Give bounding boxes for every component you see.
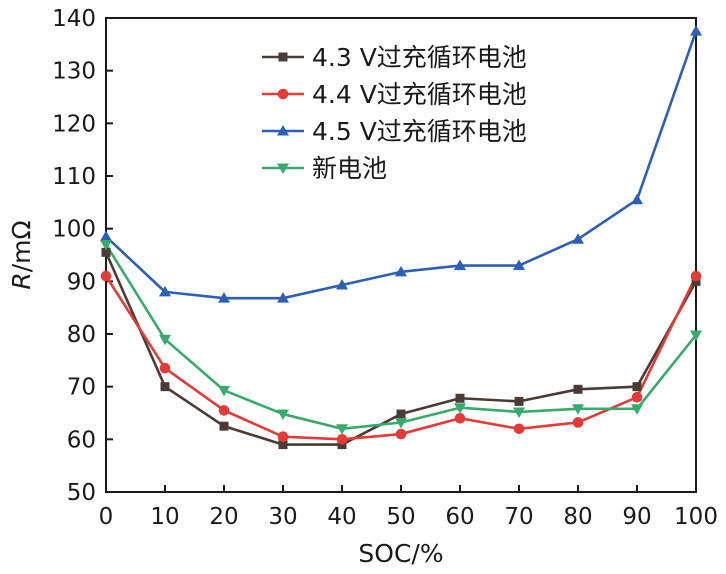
x-tick-label: 60 bbox=[445, 504, 474, 530]
y-tick-label: 140 bbox=[52, 6, 96, 32]
series-3-point bbox=[690, 25, 702, 36]
series-4-point bbox=[218, 385, 230, 397]
series-3-point bbox=[631, 193, 643, 205]
legend-marker-2 bbox=[277, 88, 289, 100]
y-tick-label: 90 bbox=[67, 269, 96, 295]
series-3-point bbox=[513, 259, 525, 271]
x-tick-label: 50 bbox=[386, 504, 415, 530]
x-tick-label: 40 bbox=[327, 504, 356, 530]
series-4-point bbox=[631, 404, 643, 415]
series-2-point bbox=[336, 434, 348, 445]
x-tick-label: 10 bbox=[150, 504, 179, 530]
x-tick-label: 70 bbox=[504, 504, 533, 530]
series-3-point bbox=[454, 259, 466, 271]
y-tick-label: 80 bbox=[67, 322, 96, 348]
series-2-point bbox=[572, 417, 584, 428]
legend-marker-3 bbox=[277, 125, 289, 136]
series-markers bbox=[100, 25, 702, 450]
series-4-point bbox=[336, 424, 348, 435]
series-1-point bbox=[101, 247, 111, 257]
series-3-point bbox=[159, 285, 171, 297]
legend-label-2: 4.4 V过充循环电池 bbox=[312, 80, 527, 109]
series-2-point bbox=[100, 270, 112, 282]
legend-marker-1 bbox=[278, 52, 288, 62]
series-3-point bbox=[336, 279, 348, 290]
series-4-point bbox=[454, 403, 466, 414]
series-1-point bbox=[396, 409, 406, 419]
y-tick-label: 50 bbox=[67, 480, 96, 506]
series-2-point bbox=[690, 270, 702, 282]
series-2-point bbox=[454, 412, 466, 424]
legend-marker-4 bbox=[277, 163, 289, 174]
series-3-point bbox=[395, 265, 407, 277]
series-4-point bbox=[513, 407, 525, 418]
x-tick-label: 100 bbox=[674, 504, 718, 530]
y-tick-label: 60 bbox=[67, 427, 96, 453]
series-2-point bbox=[277, 431, 289, 443]
y-tick-label: 130 bbox=[52, 59, 96, 85]
axis-ticks: 0 10 20 30 40 50 60 70 80 90 100 50 60 70 80 90 100 110 12… bbox=[52, 6, 718, 530]
series-3-point bbox=[100, 230, 112, 242]
x-axis-title: SOC/% bbox=[358, 539, 443, 568]
series-1-point bbox=[455, 393, 465, 403]
x-tick-label: 90 bbox=[622, 504, 651, 530]
series-4-point bbox=[690, 330, 702, 342]
series-1-point bbox=[514, 396, 524, 406]
y-axis-title-symbol: R bbox=[7, 272, 36, 289]
series-4-point bbox=[395, 417, 407, 429]
x-tick-label: 20 bbox=[209, 504, 238, 530]
series-1-point bbox=[219, 421, 229, 431]
series-2-point bbox=[218, 405, 230, 416]
series-4-point bbox=[277, 409, 289, 421]
series-2-point bbox=[513, 423, 525, 435]
series-3-point bbox=[572, 233, 584, 244]
series-4-point bbox=[572, 404, 584, 415]
series-4-point bbox=[100, 239, 112, 251]
series-3-point bbox=[277, 292, 289, 303]
series-1-point bbox=[278, 440, 288, 450]
y-tick-label: 70 bbox=[67, 375, 96, 401]
y-axis-title-unit: /mΩ bbox=[7, 220, 36, 272]
series-4-point bbox=[159, 334, 171, 346]
y-axis-title: R/mΩ bbox=[7, 220, 36, 289]
series-1-point bbox=[573, 384, 583, 394]
y-tick-label: 110 bbox=[52, 164, 96, 190]
series-1-point bbox=[632, 382, 642, 392]
y-tick-label: 120 bbox=[52, 111, 96, 137]
series-2-point bbox=[631, 391, 643, 403]
series-2-point bbox=[159, 362, 171, 374]
series-2-point bbox=[395, 428, 407, 440]
legend-label-4: 新电池 bbox=[312, 154, 387, 183]
series-1-point bbox=[160, 382, 170, 392]
legend-label-1: 4.3 V过充循环电池 bbox=[312, 43, 527, 72]
legend-label-3: 4.5 V过充循环电池 bbox=[312, 117, 527, 146]
y-tick-label: 100 bbox=[52, 217, 96, 243]
series-3-point bbox=[218, 292, 230, 303]
x-tick-label: 80 bbox=[563, 504, 592, 530]
x-tick-label: 30 bbox=[268, 504, 297, 530]
x-tick-label: 0 bbox=[99, 504, 114, 530]
